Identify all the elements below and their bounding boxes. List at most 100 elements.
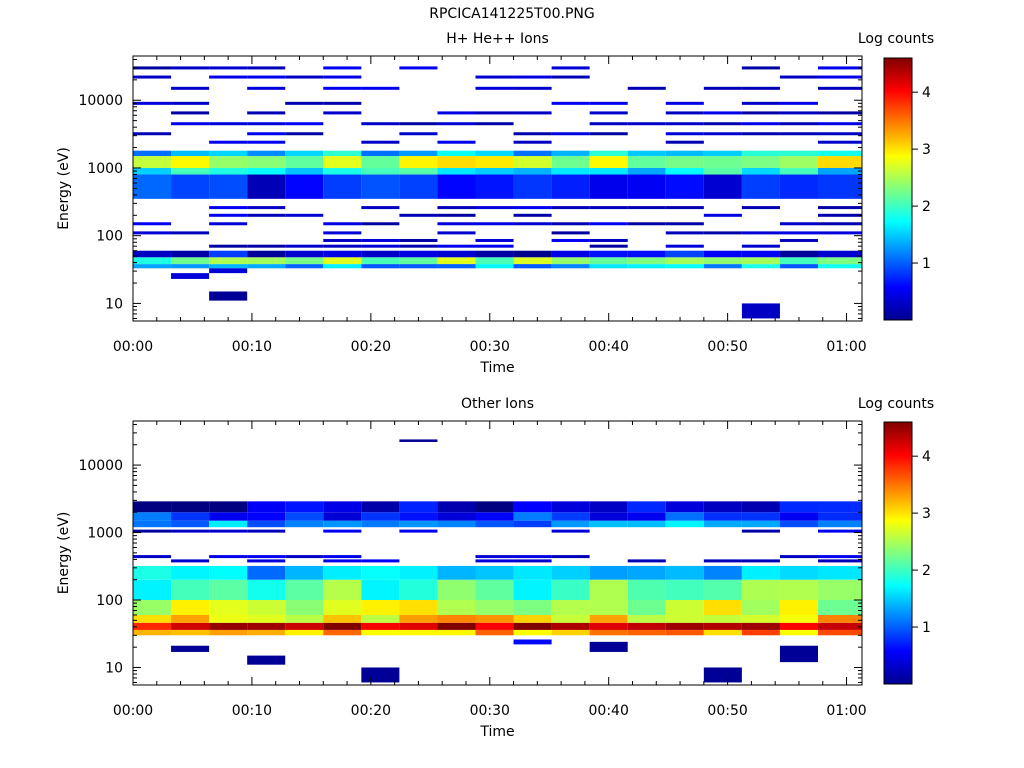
heatmap-cell: [513, 501, 552, 513]
colorbar-label: Log counts: [858, 396, 934, 412]
heatmap-cell: [741, 303, 780, 319]
heatmap-line: [323, 75, 362, 79]
heatmap-line: [285, 555, 324, 559]
heatmap-cell: [513, 600, 552, 615]
heatmap-cell: [779, 501, 818, 513]
heatmap-cell: [399, 629, 438, 636]
heatmap-line: [361, 244, 400, 248]
heatmap-line: [551, 66, 590, 70]
heatmap-line: [285, 101, 324, 105]
heatmap-cell: [589, 264, 628, 269]
heatmap-cell: [665, 257, 704, 265]
heatmap-cell: [209, 520, 248, 528]
heatmap-cell: [589, 501, 628, 513]
heatmap-cell: [475, 250, 514, 258]
heatmap-cell: [551, 501, 590, 513]
heatmap-line: [133, 101, 172, 105]
heatmap-cell: [475, 512, 514, 521]
heatmap-line: [817, 222, 862, 226]
heatmap-line: [323, 231, 362, 235]
heatmap-cell: [779, 629, 818, 636]
heatmap-line: [247, 66, 286, 70]
heatmap-line: [779, 111, 818, 115]
heatmap-line: [437, 231, 476, 235]
heatmap-cell: [171, 174, 210, 199]
x-tick-label: 00:00: [113, 703, 153, 719]
heatmap-cell: [741, 512, 780, 521]
heatmap-line: [703, 559, 742, 563]
heatmap-line: [247, 206, 286, 210]
heatmap-cell: [741, 250, 780, 258]
heatmap-line: [171, 111, 210, 115]
colorbar-label: Log counts: [858, 31, 934, 47]
panel-title: Other Ions: [461, 396, 534, 412]
heatmap-cell: [703, 250, 742, 258]
heatmap-cell: [513, 167, 552, 175]
heatmap-line: [247, 86, 286, 90]
heatmap-cell: [323, 264, 362, 269]
heatmap-cell: [627, 600, 666, 615]
heatmap-cell: [323, 174, 362, 199]
heatmap-cell: [779, 156, 818, 168]
heatmap-cell: [285, 600, 324, 615]
heatmap-line: [817, 122, 862, 126]
colorbar-tick-label: 4: [922, 449, 931, 465]
heatmap-cell: [627, 622, 666, 630]
heatmap-line: [589, 244, 628, 248]
heatmap-line: [133, 132, 172, 136]
heatmap-cell: [589, 600, 628, 615]
y-tick-label: 1000: [87, 161, 123, 177]
heatmap-line: [589, 111, 628, 115]
heatmap-line: [703, 231, 742, 235]
heatmap-cell: [817, 150, 862, 157]
x-axis-label: Time: [479, 724, 514, 740]
heatmap-cell: [703, 520, 742, 528]
heatmap-cell: [437, 520, 476, 528]
heatmap-cell: [133, 257, 172, 265]
heatmap-cell: [133, 174, 172, 199]
heatmap-line: [285, 132, 324, 136]
heatmap-cell: [703, 150, 742, 157]
heatmap-line: [361, 222, 400, 226]
heatmap-cell: [285, 629, 324, 636]
heatmap-cell: [247, 257, 286, 265]
heatmap-cell: [209, 156, 248, 168]
heatmap-cell: [741, 622, 780, 630]
heatmap-cell: [437, 501, 476, 513]
heatmap-line: [817, 213, 862, 217]
heatmap-cell: [741, 629, 780, 636]
heatmap-line: [323, 559, 362, 563]
heatmap-cell: [627, 250, 666, 258]
heatmap-line: [247, 244, 286, 248]
heatmap-cell: [247, 512, 286, 521]
heatmap-cell: [817, 156, 862, 168]
heatmap-cell: [133, 629, 172, 636]
heatmap-line: [247, 75, 286, 79]
heatmap-cell: [741, 264, 780, 269]
heatmap-line: [817, 75, 862, 79]
heatmap-cell: [779, 167, 818, 175]
heatmap-cell: [361, 629, 400, 636]
heatmap-cell: [779, 520, 818, 528]
heatmap-line: [741, 231, 780, 235]
heatmap-cell: [665, 629, 704, 636]
heatmap-line: [513, 559, 552, 563]
colorbar-tick-label: 1: [922, 256, 931, 272]
heatmap-cell: [361, 156, 400, 168]
heatmap-line: [209, 555, 248, 559]
heatmap-line: [665, 101, 704, 105]
heatmap-line: [171, 66, 210, 70]
heatmap-line: [817, 206, 862, 210]
heatmap-cell: [399, 174, 438, 199]
heatmap-line: [817, 86, 862, 90]
heatmap-line: [665, 111, 704, 115]
heatmap-cell: [285, 512, 324, 521]
x-tick-label: 00:40: [589, 703, 629, 719]
heatmap-line: [437, 213, 476, 217]
heatmap-cell: [703, 565, 742, 580]
heatmap-line: [133, 231, 172, 235]
heatmap-cell: [361, 622, 400, 630]
heatmap-cell: [361, 174, 400, 199]
heatmap-cell: [133, 250, 172, 258]
heatmap-line: [171, 231, 210, 235]
